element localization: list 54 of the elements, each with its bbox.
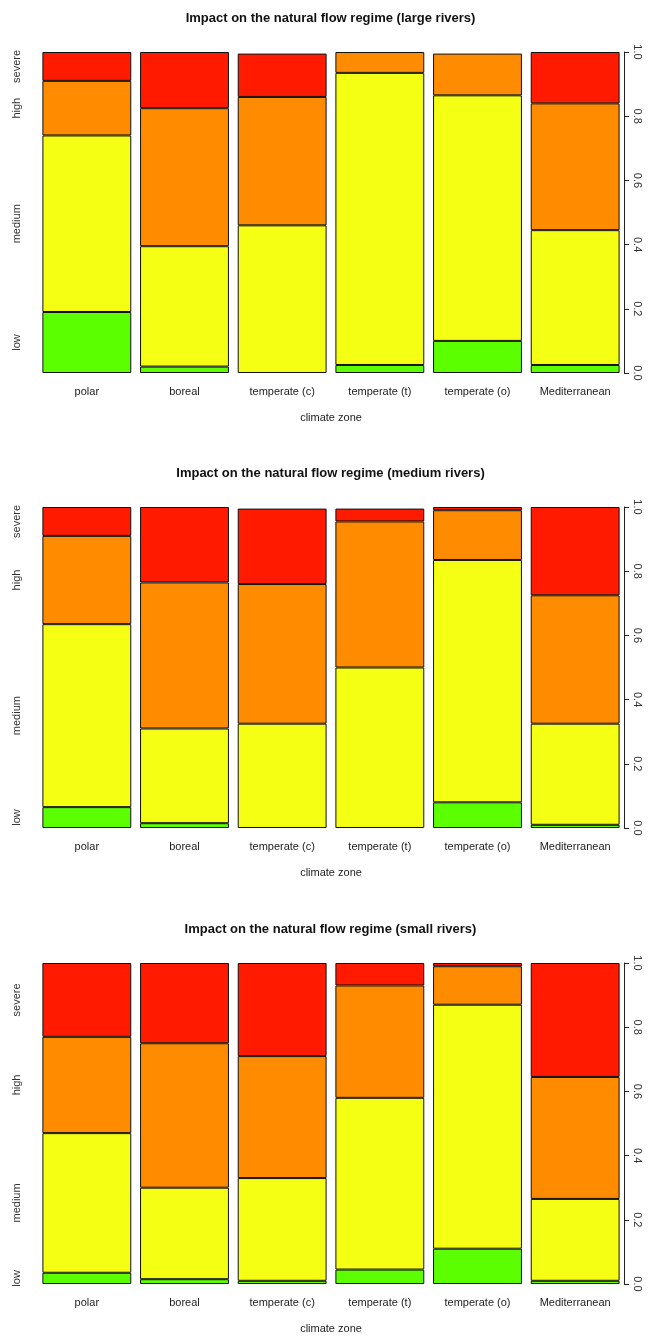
y-tick-label: 0.6: [631, 1083, 644, 1100]
x-tick-label: temperate (t): [348, 839, 412, 852]
y-tick-label: 1.0: [631, 44, 644, 60]
x-tick-label: temperate (o): [444, 839, 511, 852]
x-tick-label: temperate (t): [348, 384, 412, 397]
y-tick-label: 0.2: [631, 301, 644, 317]
y-tick-label: 0.4: [631, 691, 644, 708]
y-tick-label: 0.8: [631, 1019, 644, 1035]
x-tick-label: polar: [74, 384, 100, 397]
x-tick-label: temperate (o): [444, 1295, 511, 1308]
x-axis-title: climate zone: [300, 410, 362, 423]
text: severe: [10, 504, 22, 538]
x-tick-label: temperate (t): [348, 1295, 412, 1308]
text: severe: [10, 983, 22, 1017]
y-tick-label: 1.0: [631, 955, 644, 971]
text: severe: [10, 49, 22, 83]
text: medium: [10, 1183, 22, 1223]
x-tick-label: boreal: [169, 839, 200, 852]
x-tick-label: temperate (c): [249, 839, 315, 852]
text: medium: [10, 204, 22, 244]
text: low: [10, 1270, 22, 1287]
y-tick-label: 0.6: [631, 172, 644, 189]
x-tick-label: Mediterranean: [539, 384, 611, 397]
text: high: [10, 569, 22, 591]
text: low: [10, 334, 22, 351]
chart-title: Impact on the natural flow regime (large rivers): [185, 10, 476, 25]
x-tick-label: polar: [74, 839, 100, 852]
x-tick-label: Mediterranean: [539, 1295, 611, 1308]
x-tick-label: Mediterranean: [539, 839, 611, 852]
y-tick-label: 0.8: [631, 563, 644, 579]
text: high: [10, 1074, 22, 1096]
chart-title: Impact on the natural flow regime (small rivers): [184, 921, 477, 936]
x-tick-label: temperate (c): [249, 384, 315, 397]
y-tick-label: 0.2: [631, 756, 644, 772]
y-tick-label: 0.4: [631, 236, 644, 253]
y-tick-label: 0.8: [631, 108, 644, 124]
y-tick-label: 0.0: [631, 365, 644, 381]
y-tick-label: 1.0: [631, 499, 644, 515]
x-tick-label: boreal: [169, 1295, 200, 1308]
x-tick-label: temperate (c): [249, 1295, 315, 1308]
y-tick-label: 0.0: [631, 1276, 644, 1292]
text: medium: [10, 696, 22, 736]
text: low: [10, 809, 22, 826]
y-tick-label: 0.6: [631, 627, 644, 644]
y-tick-label: 0.0: [631, 820, 644, 836]
x-tick-label: polar: [74, 1295, 100, 1308]
x-tick-label: temperate (o): [444, 384, 511, 397]
x-axis-title: climate zone: [300, 865, 362, 878]
x-tick-label: boreal: [169, 384, 200, 397]
text: high: [10, 97, 22, 119]
y-tick-label: 0.2: [631, 1212, 644, 1228]
x-axis-title: climate zone: [300, 1321, 362, 1334]
y-tick-label: 0.4: [631, 1147, 644, 1164]
chart-title: Impact on the natural flow regime (medium rivers): [176, 465, 485, 480]
